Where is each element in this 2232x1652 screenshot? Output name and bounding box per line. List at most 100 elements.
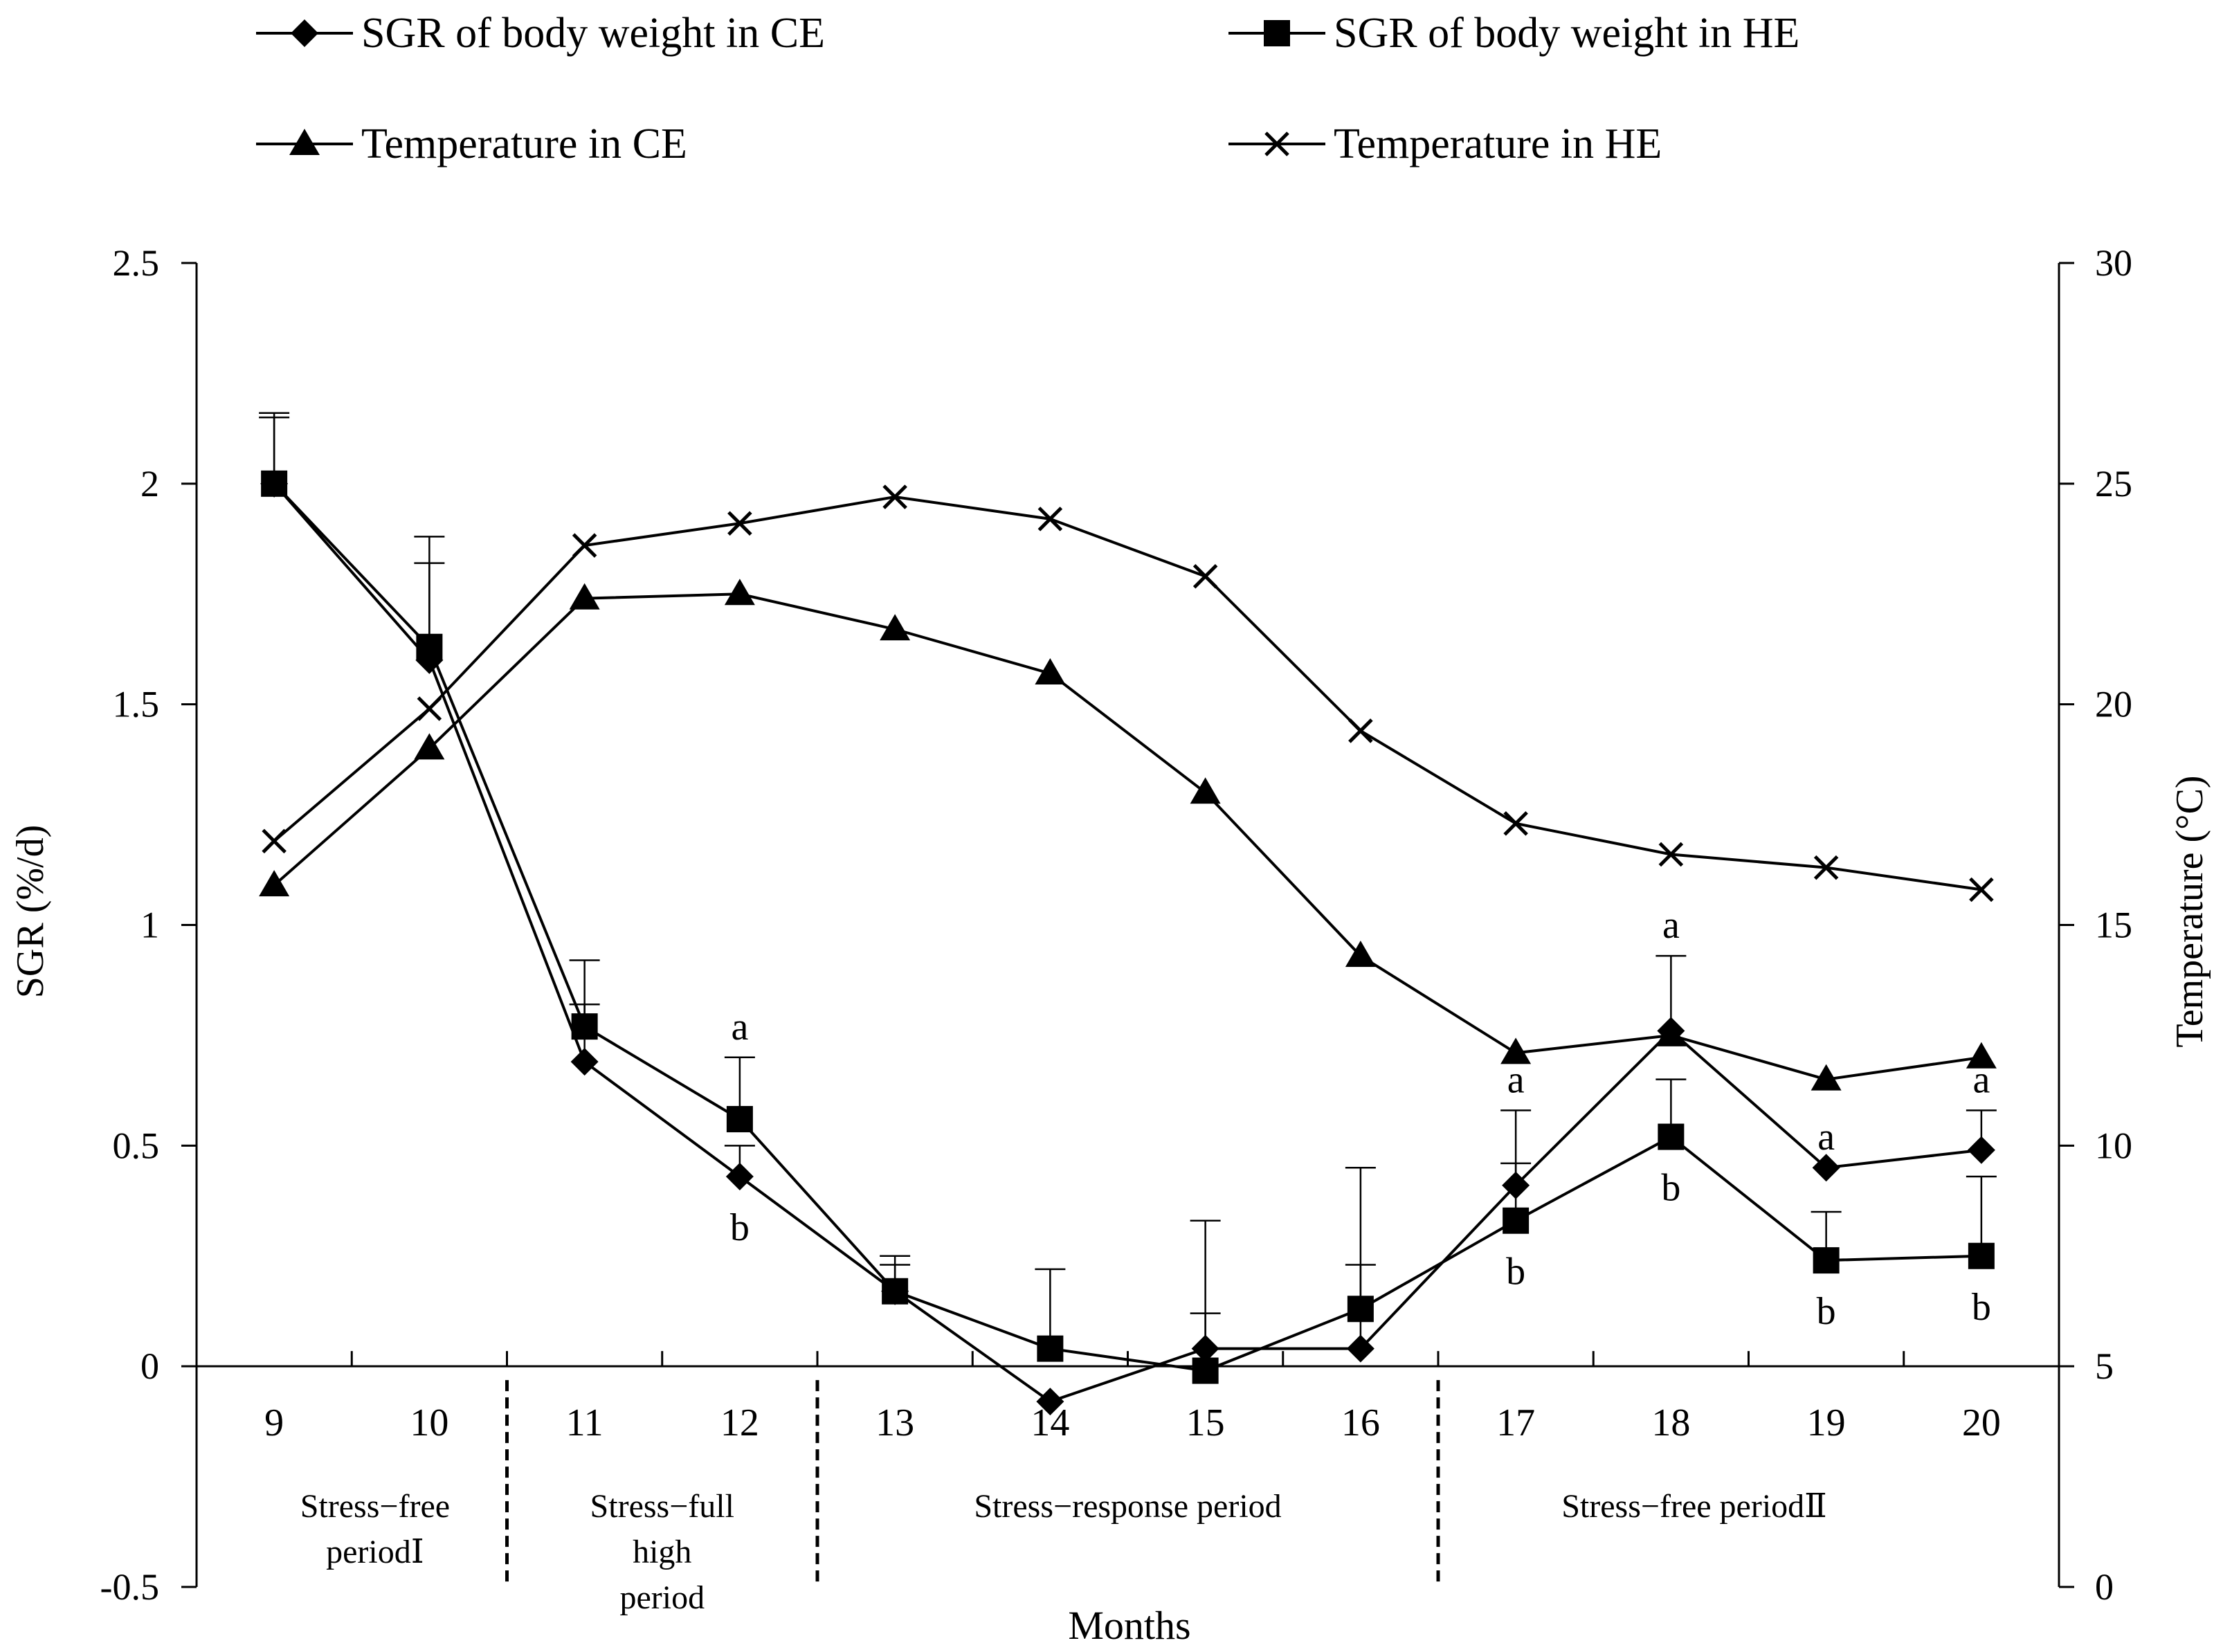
legend-item: SGR of body weight in CE [256,10,825,57]
x-axis-label: Months [1068,1603,1190,1648]
data-point-x [262,828,287,854]
data-point-triangle [1190,777,1221,804]
legend-item: SGR of body weight in HE [1228,10,1799,57]
data-point-x [1192,563,1218,589]
period-annotations: Stress−free periodⅠ Stress−full high period S… [300,1380,1827,1616]
data-point-x [1503,811,1528,836]
data-point-x [882,484,907,509]
data-point-x [417,696,442,721]
y-right-tick-label: 5 [2095,1345,2114,1387]
y-left-tick-label: 2 [140,463,159,505]
series-diamond [259,416,1997,1416]
legend-item: Temperature in HE [1228,120,1662,167]
series-line [273,482,1982,1404]
legend-label: SGR of body weight in CE [361,10,825,57]
x-tick-label: 19 [1807,1401,1846,1444]
significance-letter-a: a [1507,1058,1525,1101]
y-right-tick-label: 0 [2095,1566,2114,1608]
data-point-x [1813,855,1839,880]
data-point-square [1037,1335,1064,1362]
series-triangle [259,579,1997,1091]
data-point-diamond [1346,1334,1374,1363]
data-point-square [1968,1242,1995,1269]
significance-letter-a: a [1817,1116,1835,1159]
legend-label: Temperature in HE [1334,120,1662,167]
y-left-tick-label: 0.5 [113,1125,160,1166]
legend-label: SGR of body weight in HE [1334,10,1799,57]
data-point-diamond [570,1048,599,1076]
data-point-square [1192,1357,1219,1384]
y-axis-right-label: Temperature (°C) [2168,775,2211,1047]
series-line [273,495,1982,891]
legend-label: Temperature in CE [361,120,687,167]
x-tick-label: 12 [720,1401,759,1444]
x-tick-label: 11 [566,1401,604,1444]
data-point-square [261,470,288,497]
period-label: high [633,1534,691,1570]
legend-marker-square [1264,20,1290,46]
data-point-triangle [569,583,600,610]
data-point-triangle [1655,1019,1687,1046]
y-left-tick-label: 1 [140,905,159,946]
significance-letter-b: b [1972,1286,1991,1329]
data-point-triangle [724,579,755,606]
x-tick-label: 10 [410,1401,448,1444]
data-point-square [1658,1123,1685,1150]
data-point-triangle [880,614,911,641]
data-point-square [416,633,443,660]
legend-marker-triangle [289,129,320,155]
data-point-square [1813,1247,1840,1274]
period-label: Stress−free [300,1488,450,1525]
data-point-x [1348,718,1373,743]
y-right-tick-label: 25 [2095,463,2132,505]
data-point-x [1037,507,1063,532]
data-point-diamond [1812,1154,1840,1182]
period-label: Stress−full [590,1488,734,1525]
data-point-square [726,1106,753,1133]
x-tick-label: 13 [875,1401,914,1444]
y-right-tick-label: 15 [2095,905,2132,946]
period-label: Stress−free periodⅡ [1561,1488,1827,1525]
significance-letter-b: b [730,1206,750,1249]
data-point-triangle [1035,658,1066,685]
legend-marker-x [1264,131,1289,156]
legend-item: Temperature in CE [256,120,687,167]
data-point-square [1503,1207,1530,1234]
data-point-diamond [725,1162,754,1190]
period-label: period [619,1579,705,1616]
data-point-diamond [1967,1136,1995,1164]
series-x [262,484,1994,902]
data-point-triangle [1966,1042,1997,1069]
y-left-tick-label: 2.5 [113,242,160,284]
data-point-triangle [1500,1037,1532,1064]
y-axis-left-label: SGR (%/d) [9,825,52,998]
y-right-tick-label: 30 [2095,242,2132,284]
period-label: periodⅠ [326,1534,424,1570]
data-point-x [727,511,752,536]
data-point-diamond [1036,1388,1064,1416]
data-point-triangle [1811,1064,1842,1091]
legend-marker-diamond [291,19,318,47]
significance-letter-b: b [1661,1167,1680,1210]
y-right-tick-label: 20 [2095,684,2132,725]
significance-letter-b: b [1817,1290,1836,1333]
series-square [259,412,1997,1384]
x-tick-label: 17 [1496,1401,1535,1444]
data-point-x [572,533,597,558]
data-point-x [1969,877,1994,902]
significance-letter-a: a [1972,1058,1990,1101]
series-line [273,592,1982,1081]
data-point-triangle [1345,941,1376,968]
period-label: Stress−response period [974,1488,1281,1525]
data-point-triangle [259,870,290,897]
series-layer [259,412,1997,1416]
significance-letter-a: a [1662,904,1680,947]
data-point-square [1347,1296,1374,1323]
data-point-triangle [414,733,445,760]
series-line [273,482,1981,1372]
x-tick-label: 16 [1341,1401,1380,1444]
y-left-tick-label: -0.5 [100,1566,159,1608]
significance-letters: a b a b a b a b a b [730,904,1991,1333]
